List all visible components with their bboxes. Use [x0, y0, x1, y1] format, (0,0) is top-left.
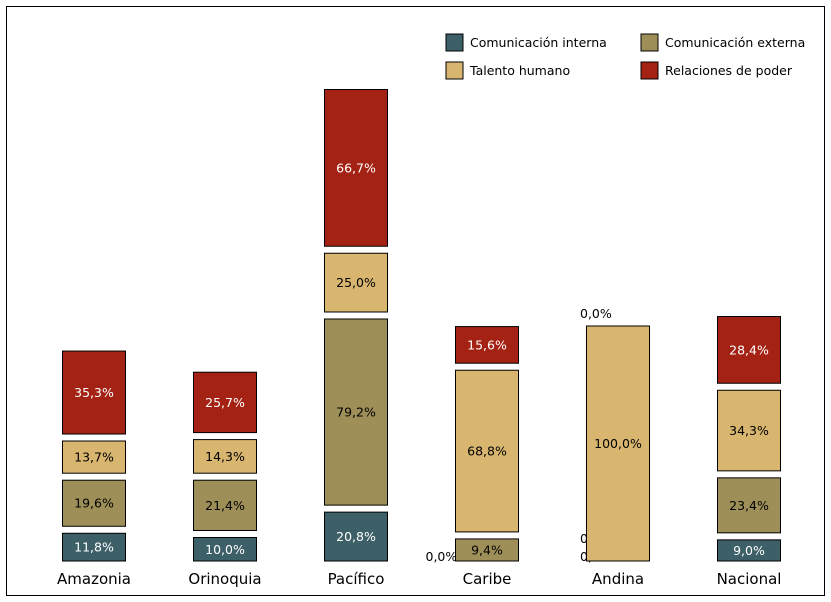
- data-label-amazonia-comunicacion-interna: 11,8%: [74, 540, 114, 555]
- bar-orinoquia-talento-humano: [193, 439, 257, 474]
- legend-label-relaciones-de-poder: Relaciones de poder: [665, 63, 793, 78]
- bar-pacifico-talento-humano: [324, 252, 388, 313]
- bars-layer: 11,8% 19,6% 13,7% 35,3% 10,0% 21,4% 14,3% 25,7%…: [62, 89, 781, 564]
- data-label-caribe-talento-humano: 68,8%: [467, 444, 507, 459]
- legend-swatch-talento-humano: [445, 61, 464, 80]
- bar-orinoquia-relaciones-de-poder: [193, 371, 257, 434]
- legend-label-talento-humano: Talento humano: [469, 63, 570, 78]
- bar-orinoquia-comunicacion-externa: [193, 479, 257, 531]
- category-label-orinoquia: Orinoquia: [188, 570, 261, 588]
- bar-nacional-comunicacion-externa: [717, 477, 781, 534]
- legend-swatch-comunicacion-interna: [445, 33, 464, 52]
- category-labels: Amazonia Orinoquia Pacífico Caribe Andina Nac…: [57, 570, 781, 588]
- bar-amazonia-comunicacion-externa: [62, 479, 126, 527]
- category-label-pacifico: Pacífico: [328, 570, 385, 588]
- bar-caribe-relaciones-de-poder: [455, 326, 519, 364]
- legend-label-comunicacion-externa: Comunicación externa: [665, 35, 805, 50]
- data-label-nacional-relaciones-de-poder: 28,4%: [729, 342, 769, 357]
- data-label-pacifico-relaciones-de-poder: 66,7%: [336, 160, 376, 175]
- data-label-amazonia-relaciones-de-poder: 35,3%: [74, 385, 114, 400]
- data-label-caribe-comunicacion-interna: 0,0%: [426, 549, 458, 564]
- data-label-amazonia-comunicacion-externa: 19,6%: [74, 496, 114, 511]
- data-label-pacifico-talento-humano: 25,0%: [336, 275, 376, 290]
- bar-pacifico-relaciones-de-poder: [324, 89, 388, 247]
- data-label-amazonia-talento-humano: 13,7%: [74, 450, 114, 465]
- bar-nacional-relaciones-de-poder: [717, 316, 781, 384]
- bar-pacifico-comunicacion-externa: [324, 318, 388, 506]
- category-label-nacional: Nacional: [717, 570, 782, 588]
- category-label-andina: Andina: [592, 570, 644, 588]
- data-label-orinoquia-comunicacion-externa: 21,4%: [205, 498, 245, 513]
- data-label-caribe-comunicacion-externa: 9,4%: [471, 542, 503, 557]
- bar-amazonia-talento-humano: [62, 440, 126, 474]
- data-label-andina-talento-humano: 100,0%: [594, 436, 642, 451]
- bar-amazonia-comunicacion-interna: [62, 532, 126, 562]
- bar-andina-talento-humano: [586, 325, 650, 562]
- legend-label-comunicacion-interna: Comunicación interna: [470, 35, 607, 50]
- bar-amazonia-relaciones-de-poder: [62, 350, 126, 435]
- bar-nacional-comunicacion-interna: [717, 539, 781, 562]
- category-label-caribe: Caribe: [463, 570, 512, 588]
- chart-frame: [6, 6, 825, 596]
- legend-swatch-comunicacion-externa: [640, 33, 659, 52]
- data-label-pacifico-comunicacion-interna: 20,8%: [336, 529, 376, 544]
- data-label-orinoquia-relaciones-de-poder: 25,7%: [205, 395, 245, 410]
- bar-pacifico-comunicacion-interna: [324, 511, 388, 562]
- data-label-nacional-comunicacion-interna: 9,0%: [733, 543, 765, 558]
- data-label-nacional-talento-humano: 34,3%: [729, 423, 769, 438]
- data-label-orinoquia-comunicacion-interna: 10,0%: [205, 542, 245, 557]
- data-label-orinoquia-talento-humano: 14,3%: [205, 449, 245, 464]
- data-label-caribe-relaciones-de-poder: 15,6%: [467, 337, 507, 352]
- data-label-andina-relaciones-de-poder: 0,0%: [580, 306, 612, 321]
- data-label-pacifico-comunicacion-externa: 79,2%: [336, 405, 376, 420]
- legend-swatch-relaciones-de-poder: [640, 61, 659, 80]
- category-label-amazonia: Amazonia: [57, 570, 131, 588]
- bar-orinoquia-comunicacion-interna: [193, 537, 257, 562]
- bar-caribe-comunicacion-externa: [455, 538, 519, 562]
- bar-caribe-talento-humano: [455, 369, 519, 533]
- legend: Comunicación interna Comunicación externa…: [445, 33, 805, 80]
- bar-nacional-talento-humano: [717, 389, 781, 472]
- data-label-nacional-comunicacion-externa: 23,4%: [729, 498, 769, 513]
